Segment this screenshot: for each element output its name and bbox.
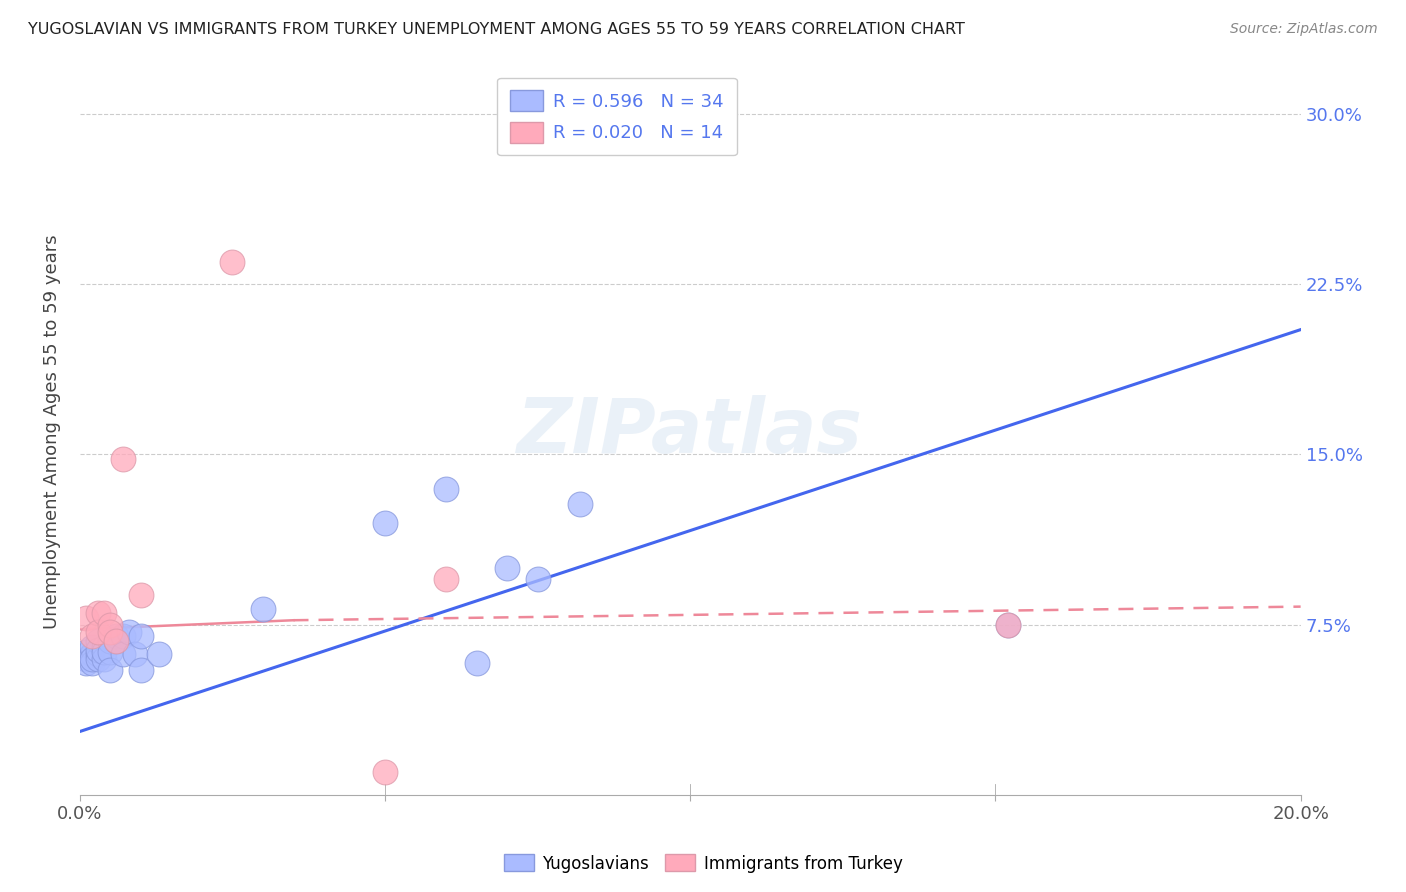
Point (526, 573, 548, 587)
Point (87, 648, 110, 662)
Text: YUGOSLAVIAN VS IMMIGRANTS FROM TURKEY UNEMPLOYMENT AMONG AGES 55 TO 59 YEARS COR: YUGOSLAVIAN VS IMMIGRANTS FROM TURKEY UN… (28, 22, 965, 37)
Point (87, 652, 110, 666)
Point (80, 640, 103, 655)
Text: Source: ZipAtlas.com: Source: ZipAtlas.com (1230, 22, 1378, 37)
Legend: Yugoslavians, Immigrants from Turkey: Yugoslavians, Immigrants from Turkey (496, 847, 910, 880)
Point (148, 648, 170, 662)
Point (129, 629, 152, 643)
Y-axis label: Unemployment Among Ages 55 to 59 years: Unemployment Among Ages 55 to 59 years (44, 235, 60, 629)
Point (111, 648, 134, 662)
Point (87, 642, 110, 657)
Point (111, 452, 134, 467)
Point (496, 561, 519, 575)
Point (105, 633, 128, 648)
Point (93, 652, 115, 666)
Point (252, 602, 274, 616)
Point (105, 629, 128, 643)
Point (93, 645, 115, 659)
Point (105, 633, 128, 648)
Point (434, 482, 457, 496)
Point (129, 588, 152, 602)
Point (465, 657, 488, 671)
Point (374, 516, 396, 530)
Text: ZIPatlas: ZIPatlas (517, 395, 863, 469)
Point (75, 652, 97, 666)
Point (124, 648, 146, 662)
Legend: R = 0.596   N = 34, R = 0.020   N = 14: R = 0.596 N = 34, R = 0.020 N = 14 (498, 78, 737, 155)
Point (100, 645, 122, 659)
Point (80, 648, 103, 662)
Point (997, 617, 1019, 632)
Point (87, 633, 110, 648)
Point (569, 498, 592, 512)
Point (80, 652, 103, 666)
Point (87, 607, 110, 621)
Point (100, 633, 122, 648)
Point (80, 657, 103, 671)
Point (118, 624, 141, 639)
Point (997, 617, 1019, 632)
Point (100, 617, 122, 632)
Point (75, 611, 97, 625)
Point (100, 624, 122, 639)
Point (80, 629, 103, 643)
Point (75, 645, 97, 659)
Point (87, 624, 110, 639)
Point (93, 607, 115, 621)
Point (100, 663, 122, 677)
Point (111, 629, 134, 643)
Point (129, 663, 152, 677)
Point (93, 640, 115, 655)
Point (75, 657, 97, 671)
Point (221, 254, 243, 268)
Point (434, 573, 457, 587)
Point (374, 765, 396, 780)
